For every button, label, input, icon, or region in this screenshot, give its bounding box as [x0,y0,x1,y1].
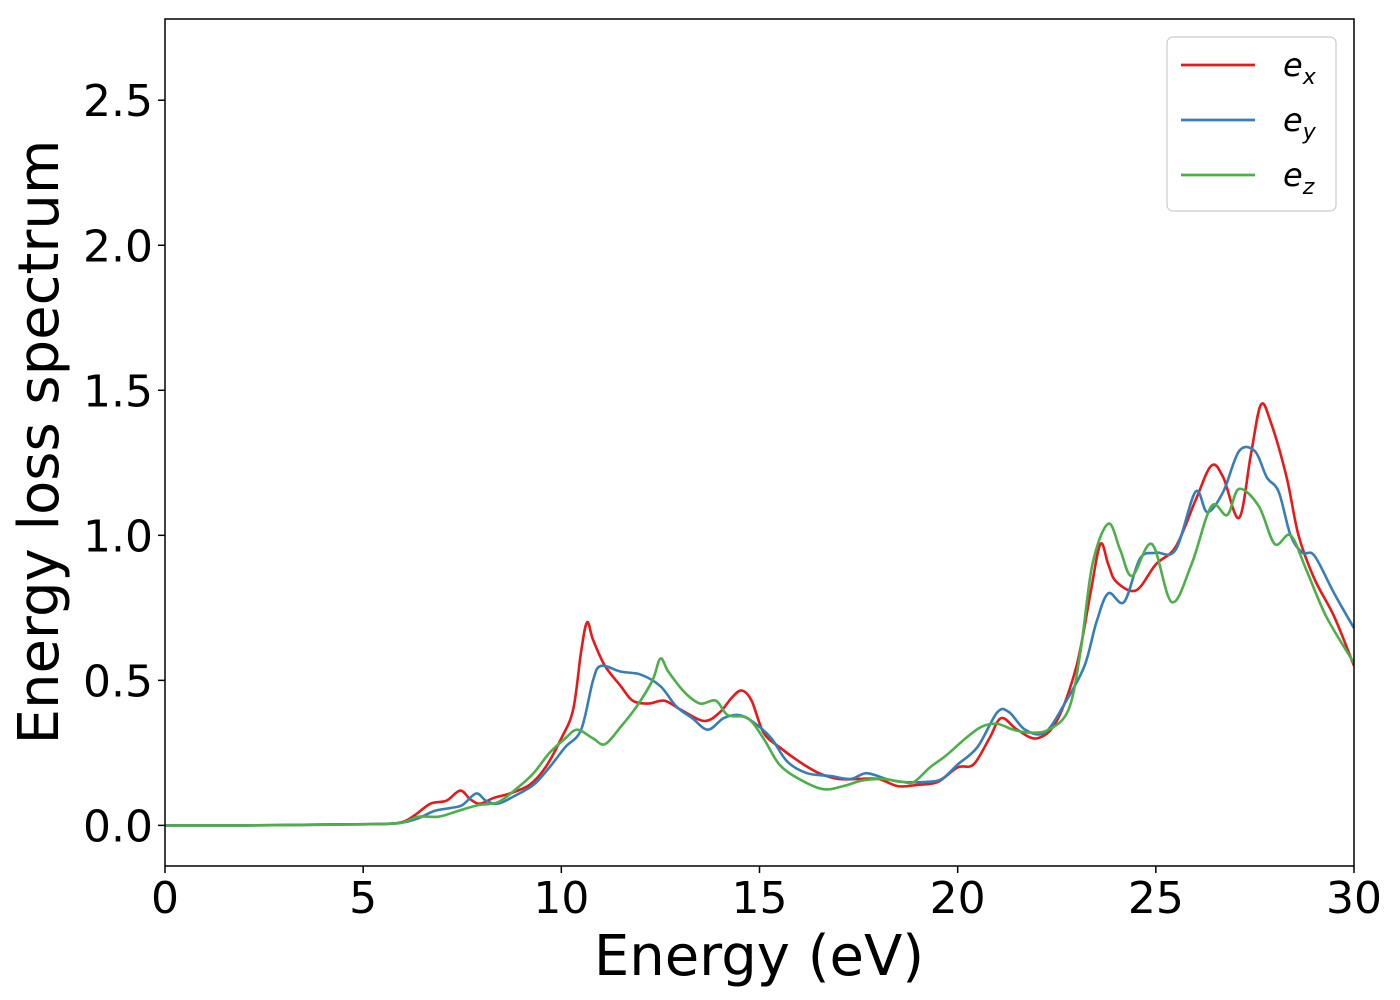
y-tick-label: 1.0 [83,511,153,562]
series-line-ex [165,402,1354,827]
legend-label-ez: ez [1283,156,1315,200]
x-tick-label: 15 [732,873,788,924]
legend-box [1166,36,1337,212]
y-axis: 0.0 0.5 1.0 1.5 2.0 2.5 [83,76,165,852]
y-tick-label: 1.5 [83,366,153,417]
series-line-ey [165,445,1354,827]
x-tick-label: 0 [151,873,179,924]
x-tick-label: 25 [1128,873,1184,924]
legend: ex ey ez [1166,36,1337,212]
legend-label-ex: ex [1283,46,1317,90]
x-tick-label: 5 [349,873,377,924]
series-line-ez [165,487,1354,827]
x-axis-title: Energy (eV) [594,924,924,989]
x-tick-label: 20 [930,873,986,924]
legend-label-ey: ey [1283,101,1317,145]
x-tick-label: 30 [1326,873,1382,924]
y-tick-label: 2.0 [83,221,153,272]
series-lines [165,402,1354,827]
y-tick-label: 0.0 [83,801,153,852]
y-axis-title: Energy loss spectrum [7,140,72,745]
y-tick-label: 2.5 [83,76,153,127]
x-tick-label: 10 [533,873,589,924]
x-axis: 0 5 10 15 20 25 30 [151,866,1382,924]
y-tick-label: 0.5 [83,656,153,707]
